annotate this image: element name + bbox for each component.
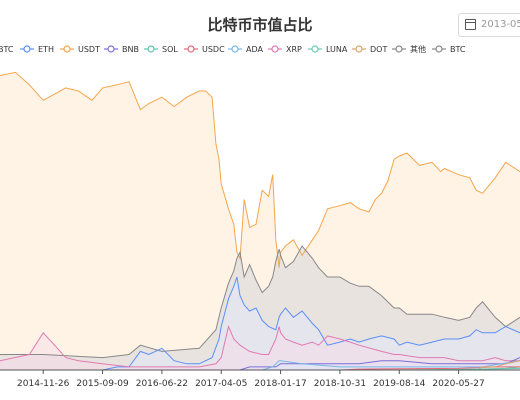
legend-item-eth[interactable]: ETH	[20, 45, 54, 54]
x-tick-label: 2018-10-31	[314, 379, 366, 389]
legend-label: 其他	[410, 44, 426, 54]
legend-label: ETH	[38, 45, 54, 54]
legend-swatch-marker	[395, 45, 403, 53]
legend-item-btc[interactable]: BTC	[432, 45, 466, 54]
x-tick-label: 2019-08-14	[373, 379, 426, 389]
series-areas	[0, 72, 520, 371]
legend-item-bnb[interactable]: BNB	[104, 45, 139, 54]
x-tick-label: 2017-04-05	[195, 379, 247, 389]
legend-swatch-marker	[63, 45, 71, 53]
date-picker[interactable]: 2013-05-	[458, 13, 520, 37]
legend-swatch-marker	[355, 45, 363, 53]
legend-swatch-marker	[147, 45, 155, 53]
series-area-usdt	[0, 72, 520, 371]
legend-swatch-marker	[23, 45, 31, 53]
legend-label: DOT	[370, 45, 387, 54]
legend: BTC ETH USDT BNB SOL USDC ADA XRP LUNA DOT 其他 BTC	[0, 44, 466, 54]
x-tick-label: 2015-09-09	[76, 379, 129, 389]
calendar-icon	[465, 19, 476, 30]
legend-swatch-marker	[187, 45, 195, 53]
series-line-eth	[0, 276, 520, 371]
x-tick-label: 2016-06-22	[136, 379, 188, 389]
legend-label: BTC	[450, 45, 466, 54]
legend-label: USDT	[78, 45, 100, 54]
legend-label: SOL	[162, 45, 178, 54]
legend-label: BTC	[0, 45, 14, 54]
x-tick-label: 2018-01-17	[254, 379, 306, 389]
legend-label: BNB	[122, 45, 139, 54]
legend-swatch-marker	[271, 45, 279, 53]
series-area-ada	[0, 360, 520, 370]
series-line-ada	[0, 360, 520, 371]
x-axis-ticks: 2014-11-26 2015-09-09 2016-06-22 2017-04-05…	[17, 370, 485, 389]
x-tick-label: 2020-05-27	[432, 379, 484, 389]
legend-swatch-marker	[107, 45, 115, 53]
series-line-others	[0, 245, 520, 359]
date-picker-value: 2013-05-	[481, 19, 520, 30]
series-area-xrp	[0, 326, 520, 370]
legend-label: LUNA	[326, 45, 348, 54]
legend-item-xrp[interactable]: XRP	[268, 45, 302, 54]
series-area-eth	[0, 277, 520, 370]
legend-item-usdc[interactable]: USDC	[184, 45, 225, 54]
legend-label: ADA	[246, 45, 263, 54]
series-line-xrp	[0, 325, 520, 368]
legend-item-usdt[interactable]: USDT	[60, 45, 100, 54]
x-tick-label: 2014-11-26	[17, 379, 70, 389]
legend-item-luna[interactable]: LUNA	[308, 45, 348, 54]
legend-label: XRP	[286, 45, 302, 54]
legend-item-sol[interactable]: SOL	[144, 45, 178, 54]
legend-item-others[interactable]: 其他	[392, 44, 426, 54]
chart-title: 比特币市值占比	[207, 16, 313, 34]
legend-item-btc[interactable]: BTC	[0, 45, 14, 54]
legend-item-dot[interactable]: DOT	[352, 45, 387, 54]
series-line-usdt	[0, 71, 520, 268]
legend-label: USDC	[202, 45, 225, 54]
legend-swatch-marker	[311, 45, 319, 53]
legend-swatch-marker	[231, 45, 239, 53]
series-line-bnb	[0, 357, 520, 371]
legend-item-ada[interactable]: ADA	[228, 45, 263, 54]
legend-swatch-marker	[435, 45, 443, 53]
